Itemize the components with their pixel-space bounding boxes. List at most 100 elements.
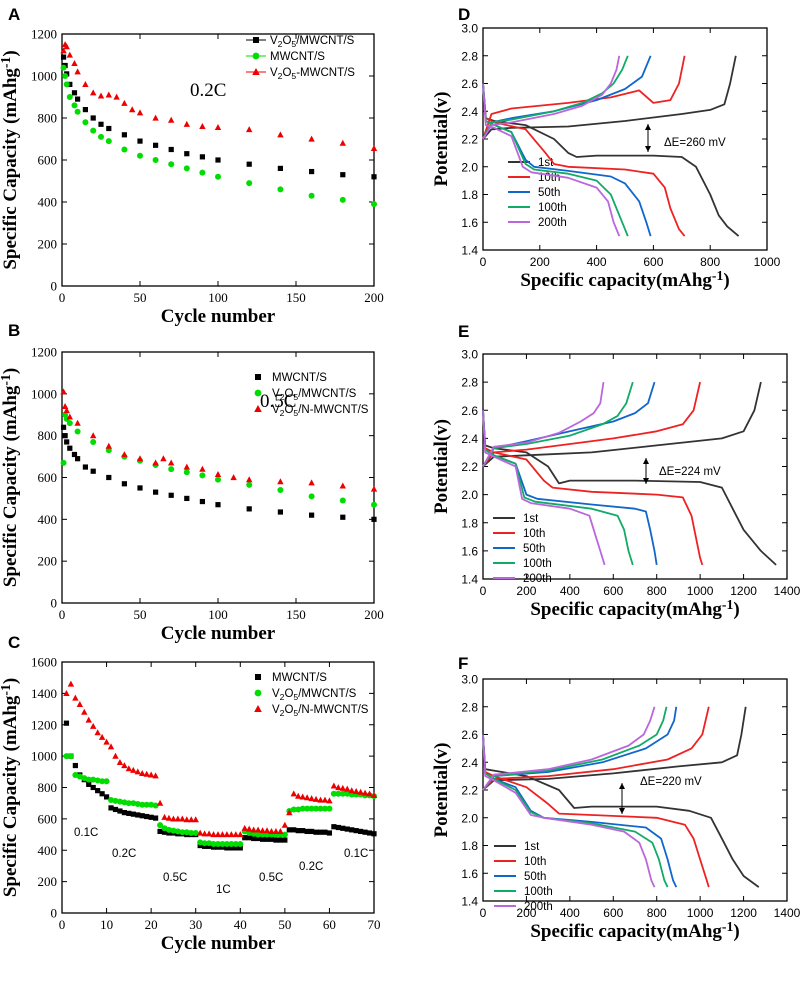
y-axis-title: Specific Capacity (mAhg-1) (0, 678, 21, 897)
data-point (340, 825, 346, 831)
y-tick-label: 3.0 (461, 22, 478, 36)
y-tick-label: 1.6 (461, 544, 478, 558)
y-tick-label: 1.8 (461, 188, 478, 202)
data-point (263, 827, 271, 834)
data-point (160, 455, 167, 462)
legend-label: 50th (538, 187, 560, 199)
data-point (99, 791, 105, 797)
data-point (136, 455, 144, 462)
y-tick-label: 1.4 (461, 895, 478, 909)
data-point (60, 54, 67, 60)
data-point (277, 478, 284, 485)
data-point (129, 106, 136, 113)
legend-label: V2O5/MWCNT/S (272, 388, 357, 402)
data-point (199, 154, 205, 160)
chart-panel-c: C 0 10 20 30 40 50 60 70 0 200 400 600 800 1000 1200 140… (0, 633, 381, 954)
data-point (81, 708, 88, 715)
data-point (371, 174, 377, 180)
data-point (166, 830, 172, 836)
data-point (148, 801, 155, 808)
data-point (291, 827, 297, 833)
data-point (134, 768, 141, 775)
series-v2o5-mwcnt-s (60, 411, 377, 508)
panel-letter: E (458, 322, 469, 341)
data-point (199, 465, 206, 472)
data-point (63, 81, 70, 88)
series-50th (482, 381, 658, 566)
data-point (344, 785, 351, 792)
data-point (326, 797, 333, 804)
data-point (188, 816, 195, 823)
data-point (246, 161, 252, 167)
data-point (98, 133, 104, 140)
legend-label: 200th (538, 217, 567, 229)
x-tick-label: 150 (286, 607, 306, 622)
y-axis-title: Specific Capacity (mAhg-1) (0, 50, 21, 269)
arrow-head-up (643, 458, 649, 464)
data-point (156, 799, 164, 806)
data-point (295, 828, 301, 834)
discharge-curve (482, 83, 740, 237)
legend-marker (255, 674, 261, 680)
legend-marker (252, 52, 260, 60)
data-point (106, 125, 112, 132)
x-tick-label: 1000 (754, 255, 781, 269)
series-mwcnt-s (60, 424, 377, 522)
data-point (199, 169, 206, 176)
data-point (199, 123, 206, 129)
data-point (286, 827, 292, 833)
data-point (168, 492, 174, 498)
data-point (317, 796, 324, 803)
data-point (206, 843, 212, 849)
panel-letter: D (458, 5, 470, 24)
y-tick-label: 0 (51, 596, 58, 611)
data-point (137, 138, 143, 144)
data-point (139, 813, 145, 819)
data-point (95, 788, 101, 794)
data-point (339, 482, 346, 489)
y-axis-title: Potential(v) (431, 419, 452, 514)
rate-label: 0.2C (112, 848, 136, 860)
data-point (74, 68, 81, 75)
y-tick-label: 2.8 (461, 376, 478, 390)
data-point (153, 815, 159, 821)
data-point (168, 146, 174, 153)
data-point (197, 842, 203, 849)
legend-marker (252, 68, 260, 75)
data-point (255, 835, 261, 842)
y-tick-label: 1.4 (461, 573, 478, 587)
data-point (121, 762, 128, 769)
discharge-curve (482, 83, 686, 237)
data-point (165, 814, 173, 821)
data-point (139, 801, 146, 808)
data-point (370, 485, 378, 492)
data-point (183, 469, 190, 476)
panel-letter: A (8, 5, 20, 24)
y-tick-label: 2.0 (461, 488, 478, 502)
data-point (308, 479, 315, 486)
delta-e-arrow (645, 124, 651, 152)
data-point (219, 831, 226, 838)
data-point (62, 433, 68, 439)
data-point (339, 784, 346, 791)
data-point (250, 826, 257, 833)
x-tick-label: 800 (647, 906, 667, 920)
data-point (168, 161, 175, 168)
data-point (90, 784, 96, 791)
data-point (201, 840, 208, 847)
data-point (112, 752, 119, 759)
legend-marker (254, 689, 262, 697)
data-point (273, 837, 279, 843)
charge-curve (482, 706, 656, 791)
data-point (192, 816, 199, 823)
y-tick-label: 800 (38, 428, 58, 443)
data-point (183, 829, 190, 836)
data-point (202, 843, 208, 849)
charge-curve (482, 381, 605, 467)
data-point (371, 516, 377, 522)
data-point (308, 493, 315, 500)
y-tick-label: 800 (38, 780, 58, 795)
legend-entry: 200th (508, 217, 567, 229)
data-point (121, 799, 128, 806)
y-tick-label: 2.4 (461, 756, 478, 770)
